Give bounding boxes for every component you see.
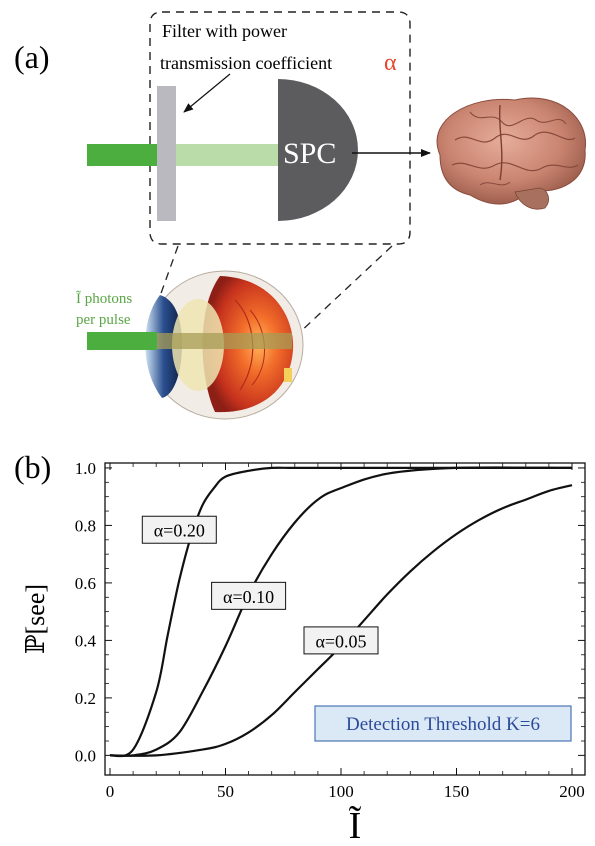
series-label-box — [303, 626, 379, 655]
eye-beam — [87, 332, 157, 350]
x-axis-label: Ĩ — [349, 805, 362, 846]
photons-label-line2: per pulse — [76, 312, 131, 328]
y-tick-label: 0.4 — [75, 631, 97, 650]
y-tick-label: 1.0 — [75, 459, 96, 478]
eye-beam-inside — [157, 333, 292, 349]
spc-detector — [278, 79, 358, 221]
series-line — [109, 466, 572, 758]
y-tick-label: 0.6 — [75, 574, 96, 593]
filter-caption-line2: transmission coefficient — [160, 53, 332, 73]
filter-caption-text: transmission coefficient — [160, 53, 332, 73]
series-label-box — [141, 515, 217, 544]
y-tick-label: 0.0 — [75, 746, 96, 765]
series-line — [109, 466, 573, 757]
series-label: α=0.10 — [223, 587, 274, 607]
series-label: α=0.05 — [315, 631, 366, 651]
y-axis-label: ℙ[see] — [21, 584, 50, 654]
filter-pointer-arrow — [183, 73, 231, 113]
y-tick-label: 0.8 — [75, 516, 96, 535]
x-tick-label: 50 — [217, 782, 234, 801]
filter-caption-line1: Filter with power — [162, 21, 287, 41]
y-tick-label: 0.2 — [75, 689, 96, 708]
brain-image — [436, 97, 587, 210]
x-tick-label: 0 — [106, 782, 115, 801]
series-label-box — [211, 581, 287, 610]
x-tick-label: 150 — [444, 782, 470, 801]
series-line — [109, 484, 573, 757]
probability-chart: 0 50 100 150 200 0.0 0.2 0.4 0.6 0.8 1.0 Ĩ ℙ[see] α=0… — [21, 459, 586, 846]
alpha-accent-symbol: α — [384, 50, 397, 76]
panel-b-label: (b) — [14, 449, 51, 485]
attenuated-beam — [175, 144, 278, 166]
panel-a-label: (a) — [14, 39, 50, 75]
x-tick-label: 200 — [559, 782, 585, 801]
detection-threshold-box — [314, 705, 572, 742]
spc-label: SPC — [283, 137, 336, 170]
x-tick-label: 100 — [328, 782, 354, 801]
zoom-line-right — [297, 245, 393, 335]
detection-threshold-label: Detection Threshold K=6 — [346, 714, 540, 735]
filter-plate — [157, 86, 176, 221]
photons-label-line1: Ĩ photons — [76, 291, 132, 307]
zoom-box — [149, 11, 411, 245]
incident-beam — [87, 144, 159, 166]
plot-frame — [104, 462, 586, 776]
series-label: α=0.20 — [154, 521, 205, 541]
